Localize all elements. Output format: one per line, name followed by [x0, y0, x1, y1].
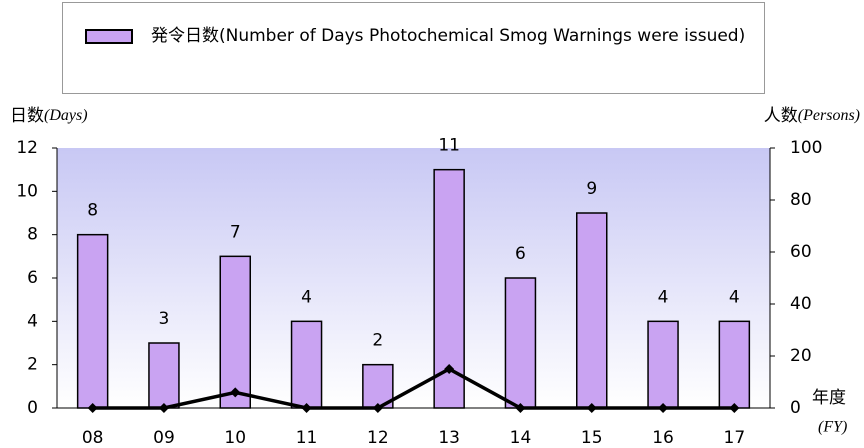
y2-tick-label: 100 [790, 138, 822, 158]
data-label: 2 [372, 331, 383, 351]
bar [504, 277, 537, 409]
x-tick-label: 15 [581, 428, 603, 448]
line-marker [444, 364, 455, 374]
x-axis-label-en: (FY) [818, 419, 847, 436]
x-tick-label: 17 [724, 428, 746, 448]
x-axis-label: 年度 [812, 388, 846, 408]
bar [76, 233, 109, 409]
line-marker [230, 387, 241, 398]
x-tick-label: 10 [224, 428, 246, 448]
x-tick-label: 12 [367, 428, 389, 448]
y-tick-label: 10 [16, 181, 38, 201]
y-tick-label: 0 [27, 398, 38, 418]
bar [647, 320, 679, 409]
bar [718, 320, 751, 409]
y2-axis-label: 人数(Persons) [764, 106, 860, 126]
y2-tick-label: 40 [790, 294, 812, 314]
data-label: 9 [586, 179, 597, 199]
x-tick-label: 11 [296, 428, 318, 448]
data-label: 6 [515, 244, 526, 264]
x-tick-label: 13 [438, 428, 460, 448]
legend: 発令日数(Number of Days Photochemical Smog W… [62, 2, 765, 94]
x-tick-label: 08 [82, 428, 104, 448]
y2-tick-label: 80 [790, 190, 812, 210]
bar [219, 255, 251, 409]
legend-swatch [85, 29, 133, 44]
line-marker [729, 403, 740, 413]
y-tick-label: 2 [27, 355, 38, 375]
line-marker [515, 403, 526, 413]
data-label: 4 [729, 287, 740, 307]
bar [148, 342, 180, 409]
y2-tick-label: 20 [790, 346, 812, 366]
y-tick-label: 6 [27, 268, 38, 288]
y2-tick-label: 0 [790, 398, 801, 418]
data-label: 11 [438, 136, 460, 156]
line-marker [658, 403, 669, 413]
y-axis-label: 日数(Days) [10, 106, 88, 126]
bar [576, 212, 608, 409]
y-tick-label: 12 [16, 138, 38, 158]
data-label: 4 [658, 287, 669, 307]
line-marker [586, 403, 597, 413]
x-tick-label: 09 [153, 428, 175, 448]
line-marker [301, 403, 312, 413]
line [92, 367, 735, 410]
line-marker [158, 403, 169, 413]
line-marker [87, 403, 98, 413]
y-tick-label: 4 [27, 311, 38, 331]
line-marker [372, 403, 383, 413]
data-label: 4 [301, 287, 312, 307]
data-label: 7 [230, 222, 241, 242]
data-label: 3 [159, 309, 170, 329]
legend-label: 発令日数(Number of Days Photochemical Smog W… [151, 26, 746, 46]
bar [290, 320, 323, 409]
y-tick-label: 8 [27, 225, 38, 245]
x-tick-label: 16 [652, 428, 674, 448]
y2-tick-label: 60 [790, 242, 812, 262]
data-label: 8 [87, 201, 98, 221]
x-tick-label: 14 [510, 428, 532, 448]
